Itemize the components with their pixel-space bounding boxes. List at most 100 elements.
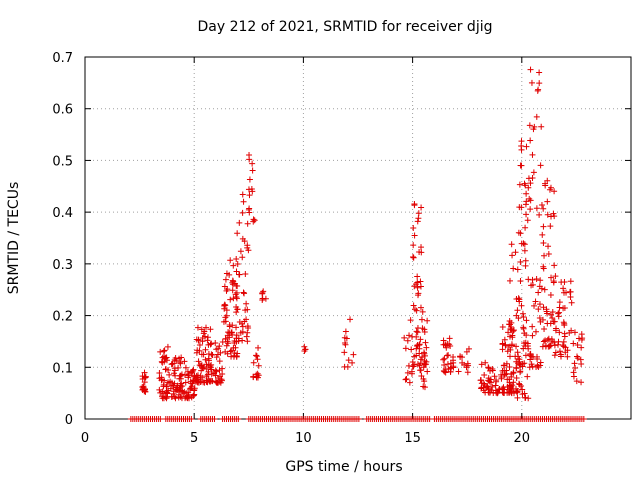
data-point <box>508 389 515 396</box>
data-point <box>232 291 239 298</box>
data-point <box>169 360 176 367</box>
data-point <box>579 335 586 342</box>
data-point <box>524 373 531 380</box>
data-point <box>223 312 230 319</box>
data-point <box>413 328 420 335</box>
data-point <box>478 384 485 391</box>
data-point <box>538 202 545 209</box>
data-point <box>506 321 513 328</box>
data-point <box>208 361 215 368</box>
data-point <box>243 300 250 307</box>
data-point <box>185 371 192 378</box>
axis-ticks <box>84 56 631 420</box>
data-point <box>537 162 544 169</box>
data-point <box>491 373 498 380</box>
data-point <box>414 279 421 286</box>
x-tick-label: 5 <box>190 431 198 446</box>
data-point <box>160 381 167 388</box>
data-point <box>190 392 197 399</box>
data-point <box>548 274 555 281</box>
data-point <box>415 210 422 217</box>
data-point <box>522 257 529 264</box>
data-point <box>505 329 512 336</box>
data-point <box>208 371 215 378</box>
data-point <box>518 382 525 389</box>
data-point <box>535 86 542 93</box>
data-point <box>444 352 451 359</box>
data-point <box>341 334 348 341</box>
data-point <box>526 364 533 371</box>
data-point <box>141 369 148 376</box>
data-point <box>551 342 558 349</box>
data-point <box>178 371 185 378</box>
data-point <box>446 335 453 342</box>
data-point <box>540 263 547 270</box>
data-point <box>175 394 182 401</box>
data-point <box>239 191 246 198</box>
y-tick-label: 0.4 <box>52 206 73 221</box>
data-point <box>564 353 571 360</box>
data-point <box>157 389 164 396</box>
data-point <box>230 344 237 351</box>
data-point <box>567 293 574 300</box>
data-point <box>197 362 204 369</box>
data-point <box>521 330 528 337</box>
data-point <box>201 333 208 340</box>
data-point <box>549 314 556 321</box>
x-tick-label: 0 <box>81 431 89 446</box>
data-point <box>547 320 554 327</box>
data-point <box>510 370 517 377</box>
data-point <box>416 248 423 255</box>
data-point <box>417 278 424 285</box>
data-point <box>561 305 568 312</box>
data-point <box>213 368 220 375</box>
data-point <box>555 310 562 317</box>
data-point <box>259 289 266 296</box>
data-point <box>223 307 230 314</box>
y-tick-label: 0.7 <box>52 51 73 66</box>
data-point <box>540 338 547 345</box>
data-point <box>411 232 418 239</box>
data-point <box>404 337 411 344</box>
data-point <box>516 356 523 363</box>
data-point <box>492 387 499 394</box>
data-point <box>181 371 188 378</box>
data-point <box>234 260 241 267</box>
data-point <box>529 363 536 370</box>
data-point <box>406 332 413 339</box>
data-point <box>222 336 229 343</box>
data-point <box>196 347 203 354</box>
data-point <box>161 347 168 354</box>
data-point <box>484 383 491 390</box>
data-point <box>262 295 269 302</box>
data-point <box>254 356 261 363</box>
data-point <box>254 370 261 377</box>
data-point <box>239 337 246 344</box>
data-point <box>543 306 550 313</box>
data-point <box>512 249 519 256</box>
data-point <box>420 383 427 390</box>
data-point <box>341 363 348 370</box>
data-point <box>527 180 534 187</box>
data-point <box>229 287 236 294</box>
data-point <box>556 299 563 306</box>
data-point <box>509 385 516 392</box>
y-tick-label: 0.2 <box>52 310 73 325</box>
x-tick-label: 15 <box>404 431 421 446</box>
data-point <box>544 198 551 205</box>
data-point <box>521 390 528 397</box>
data-point <box>418 204 425 211</box>
data-point <box>551 318 558 325</box>
data-point <box>213 354 220 361</box>
data-point <box>341 349 348 356</box>
data-point <box>520 314 527 321</box>
data-point <box>191 385 198 392</box>
data-point <box>507 388 514 395</box>
data-point <box>408 346 415 353</box>
data-point <box>518 240 525 247</box>
data-point <box>212 372 219 379</box>
data-point <box>499 323 506 330</box>
data-point <box>349 359 356 366</box>
data-point <box>515 353 522 360</box>
